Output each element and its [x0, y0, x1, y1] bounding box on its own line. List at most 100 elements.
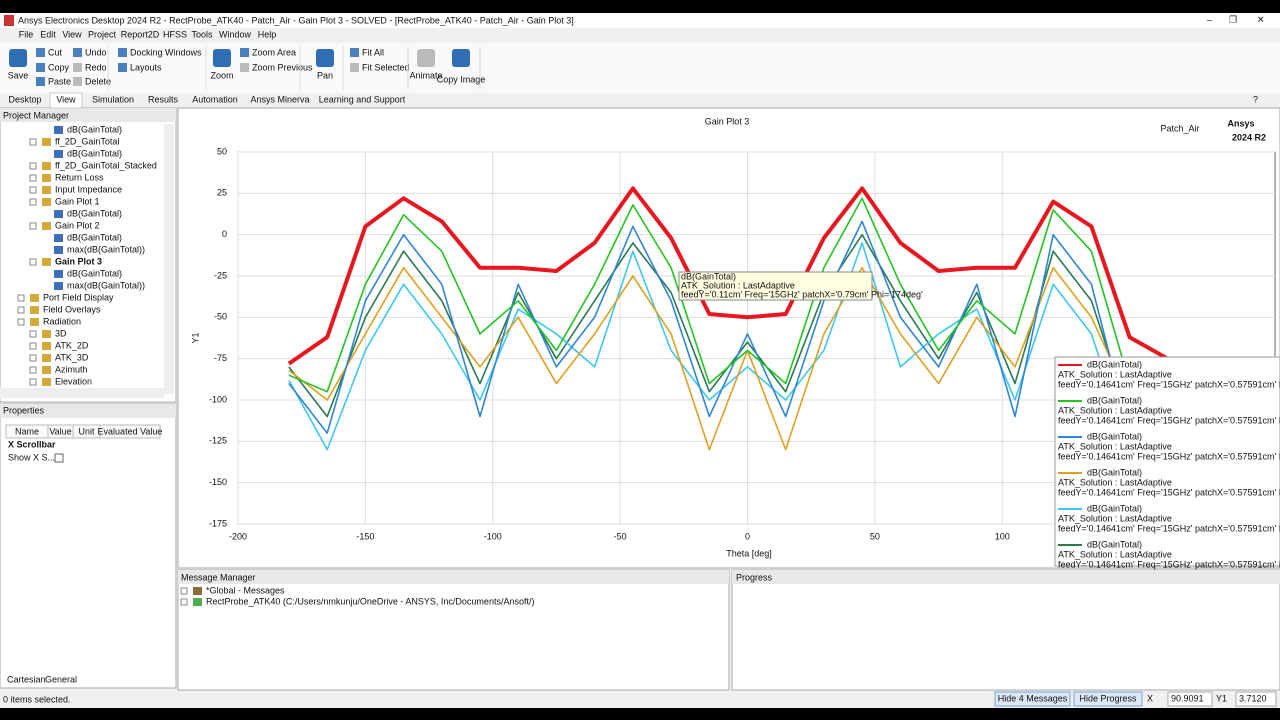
ribbon-button[interactable]: Delete: [85, 76, 111, 86]
tree-item[interactable]: Gain Plot 1: [55, 196, 100, 206]
ribbon-tab[interactable]: Results: [148, 94, 179, 104]
status-button-label[interactable]: Hide Progress: [1079, 693, 1137, 703]
expand-toggle[interactable]: [29, 366, 37, 374]
minimize-button[interactable]: –: [1207, 14, 1212, 24]
menu-item[interactable]: Project: [88, 29, 117, 39]
chart-subtitle: Patch_Air: [1160, 123, 1199, 133]
tree-item[interactable]: Field Overlays: [43, 304, 101, 314]
ribbon-button[interactable]: Docking Windows: [130, 47, 202, 57]
expand-toggle[interactable]: [180, 587, 188, 595]
tree-item[interactable]: Radiation: [43, 316, 81, 326]
expand-toggle[interactable]: [29, 258, 37, 266]
ribbon-tab[interactable]: Automation: [192, 94, 238, 104]
legend-solution: ATK_Solution : LastAdaptive: [1058, 477, 1172, 487]
tree-item[interactable]: ff_2D_GainTotal_Stacked: [55, 160, 157, 170]
ribbon-button[interactable]: Zoom: [210, 70, 233, 80]
expand-toggle[interactable]: [17, 294, 25, 302]
expand-toggle[interactable]: [29, 222, 37, 230]
menu-item[interactable]: Help: [258, 29, 277, 39]
ribbon-button[interactable]: Paste: [48, 76, 71, 86]
legend-params: feedY='0.14641cm' Freq='15GHz' patchX='0…: [1058, 523, 1280, 533]
status-button[interactable]: [994, 691, 1071, 707]
tree-item[interactable]: max(dB(GainTotal)): [67, 244, 145, 254]
menu-item[interactable]: Window: [219, 29, 252, 39]
ribbon-icon: [240, 63, 249, 72]
tree-item[interactable]: Azimuth: [55, 364, 88, 374]
tree-icon: [54, 126, 63, 134]
ribbon-button[interactable]: Zoom Previous: [252, 62, 313, 72]
tree-item[interactable]: 3D: [55, 328, 67, 338]
legend-name: dB(GainTotal): [1087, 503, 1142, 513]
ribbon-button[interactable]: Redo: [85, 62, 107, 72]
ribbon-button[interactable]: Copy Image: [437, 74, 486, 84]
tree-item[interactable]: ATK_3D: [55, 352, 89, 362]
status-button[interactable]: [1073, 691, 1143, 707]
expand-toggle[interactable]: [29, 378, 37, 386]
ribbon-button[interactable]: Zoom Area: [252, 47, 296, 57]
ribbon-button[interactable]: Cut: [48, 47, 63, 57]
ribbon-button[interactable]: Fit All: [362, 47, 384, 57]
tree-icon: [42, 162, 51, 170]
ribbon-tab[interactable]: View: [56, 94, 76, 104]
tree-item[interactable]: Return Loss: [55, 172, 104, 182]
status-button-label[interactable]: Hide 4 Messages: [998, 693, 1068, 703]
scrollbar[interactable]: [164, 124, 174, 394]
expand-toggle[interactable]: [17, 318, 25, 326]
expand-toggle[interactable]: [29, 162, 37, 170]
ribbon-icon: [73, 48, 82, 57]
checkbox[interactable]: [54, 453, 64, 463]
menu-item[interactable]: File: [19, 29, 34, 39]
tree-icon: [30, 318, 39, 326]
legend-name: dB(GainTotal): [1087, 467, 1142, 477]
message-item[interactable]: RectProbe_ATK40 (C:/Users/nmkunju/OneDri…: [206, 596, 534, 606]
message-item[interactable]: *Global - Messages: [206, 585, 285, 595]
ribbon-tab[interactable]: Simulation: [92, 94, 134, 104]
help-icon[interactable]: ?: [1253, 94, 1258, 104]
tree-icon: [42, 378, 51, 386]
expand-toggle[interactable]: [29, 198, 37, 206]
tree-item[interactable]: ff_2D_GainTotal: [55, 136, 119, 146]
tree-item[interactable]: dB(GainTotal): [67, 232, 122, 242]
close-button[interactable]: ✕: [1257, 14, 1265, 24]
tree-item[interactable]: dB(GainTotal): [67, 124, 122, 134]
tree-item[interactable]: max(dB(GainTotal)): [67, 280, 145, 290]
tree-item[interactable]: ATK_2D: [55, 340, 89, 350]
tree-item[interactable]: Gain Plot 3: [55, 256, 102, 266]
ribbon-tab[interactable]: Learning and Support: [319, 94, 406, 104]
menu-item[interactable]: HFSS: [163, 29, 187, 39]
tree-item[interactable]: dB(GainTotal): [67, 268, 122, 278]
ribbon-button[interactable]: Save: [8, 70, 29, 80]
expand-toggle[interactable]: [29, 342, 37, 350]
ribbon-button[interactable]: Layouts: [130, 62, 162, 72]
menu-item[interactable]: Edit: [40, 29, 56, 39]
ribbon-tab[interactable]: Ansys Minerva: [250, 94, 309, 104]
tree-item[interactable]: Gain Plot 2: [55, 220, 100, 230]
menu-item[interactable]: Tools: [191, 29, 213, 39]
tree-item[interactable]: dB(GainTotal): [67, 148, 122, 158]
tree-item[interactable]: Input Impedance: [55, 184, 122, 194]
expand-toggle[interactable]: [29, 174, 37, 182]
ribbon-button[interactable]: Undo: [85, 47, 107, 57]
legend-name: dB(GainTotal): [1087, 431, 1142, 441]
ribbon-button[interactable]: Copy: [48, 62, 70, 72]
tree-item[interactable]: Elevation: [55, 376, 92, 386]
expand-toggle[interactable]: [180, 598, 188, 606]
menu-item[interactable]: Report2D: [121, 29, 160, 39]
tooltip: [678, 271, 873, 301]
tree-item[interactable]: dB(GainTotal): [67, 208, 122, 218]
panel-tab[interactable]: Cartesian: [7, 674, 46, 684]
scrollbar[interactable]: [0, 388, 164, 398]
expand-toggle[interactable]: [29, 138, 37, 146]
ribbon-tab[interactable]: Desktop: [8, 94, 41, 104]
expand-toggle[interactable]: [29, 354, 37, 362]
expand-toggle[interactable]: [29, 330, 37, 338]
panel-tab[interactable]: General: [45, 674, 77, 684]
ribbon-button[interactable]: Fit Selected: [362, 62, 410, 72]
expand-toggle[interactable]: [17, 306, 25, 314]
tree-item[interactable]: Port Field Display: [43, 292, 114, 302]
maximize-button[interactable]: ❐: [1229, 14, 1237, 24]
expand-toggle[interactable]: [29, 186, 37, 194]
menu-item[interactable]: View: [62, 29, 82, 39]
ribbon-button[interactable]: Pan: [317, 70, 333, 80]
ribbon-button[interactable]: Animate: [409, 70, 442, 80]
